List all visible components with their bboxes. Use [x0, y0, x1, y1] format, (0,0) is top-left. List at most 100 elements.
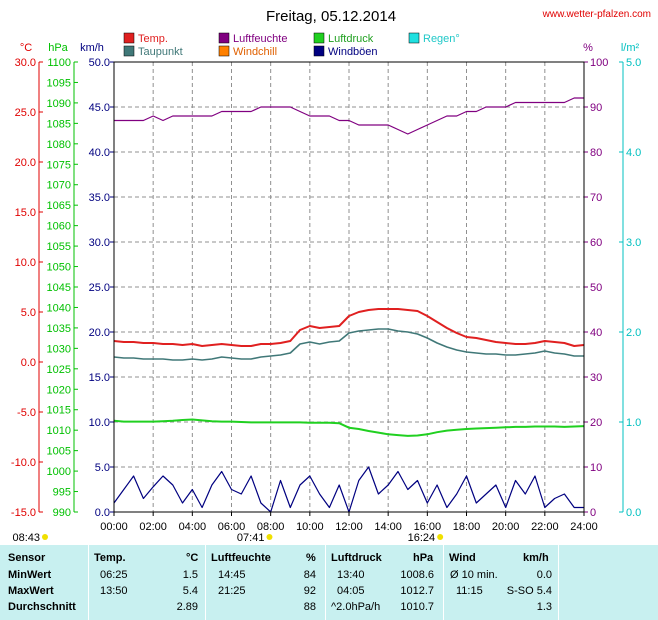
series-line-luftfeuchte [114, 97, 584, 135]
row-min-pressure-value: 1008.6 [400, 569, 434, 581]
legend-label-temp: Temp. [138, 33, 168, 45]
row-max-label: MaxWert [8, 585, 54, 597]
wind-axis-tick-label: 25.0 [89, 282, 110, 294]
header-wind-unit: km/h [523, 552, 549, 564]
header-humidity: Luftfeuchte [211, 552, 271, 564]
header-sensor: Sensor [8, 552, 46, 564]
legend-swatch-temp [123, 32, 135, 44]
pressure-axis-tick-label: 1010 [47, 425, 71, 437]
x-axis-tick-label: 12:00 [335, 521, 363, 533]
legend-swatch-gusts [313, 45, 325, 57]
pressure-axis-tick-label: 1020 [47, 384, 71, 396]
pressure-axis-tick-label: 995 [53, 487, 71, 499]
sun-markers: 08:43 07:41 16:24 [12, 532, 444, 544]
temp-axis-tick-label: 20.0 [15, 157, 36, 169]
wind-axis-tick-label: 0.0 [95, 507, 110, 519]
wind-axis-unit: km/h [80, 42, 104, 54]
pressure-axis-tick-label: 1080 [47, 139, 71, 151]
row-min-temp-value: 1.5 [182, 569, 198, 581]
row-max-temp-value: 5.4 [182, 585, 198, 597]
weather-chart: Freitag, 05.12.2014 www.wetter-pfalzen.c… [11, 8, 651, 544]
x-axis-tick-label: 06:00 [218, 521, 246, 533]
x-axis-tick-label: 10:00 [296, 521, 324, 533]
pressure-axis-tick-label: 1070 [47, 180, 71, 192]
legend-swatch-windchill [218, 45, 230, 57]
humidity-axis-tick-label: 60 [590, 237, 602, 249]
pressure-axis-unit: hPa [48, 42, 68, 54]
humidity-axis-tick-label: 80 [590, 147, 602, 159]
rain-axis-tick-label: 0.0 [626, 507, 641, 519]
pressure-axis-tick-label: 1065 [47, 200, 71, 212]
x-axis-tick-label: 14:00 [374, 521, 402, 533]
wind-axis-tick-label: 30.0 [89, 237, 110, 249]
row-min-pressure-time: 13:40 [337, 569, 365, 581]
wind-axis-tick-label: 35.0 [89, 192, 110, 204]
rain-axis-tick-label: 5.0 [626, 57, 641, 69]
statistics-table: Sensor Temp. °C Luftfeuchte % Luftdruck … [0, 545, 658, 620]
legend-label-rain: Regen° [423, 33, 460, 45]
wind-axis-tick-label: 40.0 [89, 147, 110, 159]
rain-axis-tick-label: 4.0 [626, 147, 641, 159]
humidity-axis-tick-label: 50 [590, 282, 602, 294]
row-min-wind-time: Ø 10 min. [450, 569, 498, 581]
row-max-wind-time: 11:15 [456, 585, 483, 597]
row-avg-temp-value: 2.89 [176, 601, 198, 613]
rain-axis-tick-label: 1.0 [626, 417, 641, 429]
header-humidity-unit: % [306, 552, 316, 564]
wind-axis-tick-label: 20.0 [89, 327, 110, 339]
row-min-temp-time: 06:25 [100, 569, 128, 581]
header-wind: Wind [449, 552, 476, 564]
legend-label-dewpoint: Taupunkt [138, 46, 183, 58]
pressure-axis-tick-label: 1055 [47, 241, 71, 253]
humidity-axis-tick-label: 40 [590, 327, 602, 339]
series-line-luftdruck [113, 418, 585, 437]
legend-swatch-humidity [218, 32, 230, 44]
humidity-axis-tick-label: 10 [590, 462, 602, 474]
temp-axis-unit: °C [20, 42, 32, 54]
pressure-axis-tick-label: 1000 [47, 466, 71, 478]
legend-swatch-rain [408, 32, 420, 44]
x-axis-tick-label: 08:00 [257, 521, 285, 533]
x-axis-tick-label: 18:00 [453, 521, 481, 533]
pressure-axis-tick-label: 990 [53, 507, 71, 519]
grid [114, 62, 584, 512]
series-line-temp [113, 308, 585, 347]
sun-sunrise-time: 08:43 [12, 532, 40, 544]
wind-axis-tick-label: 45.0 [89, 102, 110, 114]
chart-title: Freitag, 05.12.2014 [266, 8, 396, 25]
pressure-axis-tick-label: 1045 [47, 282, 71, 294]
row-min-label: MinWert [8, 569, 52, 581]
row-avg-label: Durchschnitt [8, 601, 76, 613]
pressure-axis-tick-label: 1100 [47, 57, 71, 69]
pressure-axis-tick-label: 1075 [47, 159, 71, 171]
x-axis-tick-label: 20:00 [492, 521, 520, 533]
plot-frame [113, 61, 585, 513]
pressure-axis-tick-label: 1025 [47, 364, 71, 376]
pressure-axis-tick-label: 1095 [47, 77, 71, 89]
legend-label-windchill: Windchill [233, 46, 277, 58]
humidity-axis-tick-label: 20 [590, 417, 602, 429]
temp-axis-tick-label: 5.0 [21, 307, 36, 319]
x-axis-tick-label: 24:00 [570, 521, 598, 533]
row-max-humidity-value: 92 [303, 585, 316, 597]
x-axis-tick-label: 16:00 [414, 521, 442, 533]
wind-axis-tick-label: 50.0 [89, 57, 110, 69]
temp-axis-tick-label: -15.0 [11, 507, 36, 519]
temp-axis-tick-label: 10.0 [15, 257, 36, 269]
legend-label-gusts: Windböen [328, 46, 378, 58]
sun-noon-time: 07:41 [237, 532, 265, 544]
temp-axis-tick-label: 15.0 [15, 207, 36, 219]
row-max-pressure-value: 1012.7 [400, 585, 434, 597]
row-avg-pressure-trend: ^2.0hPa/h [331, 601, 381, 613]
sun-sunset-time: 16:24 [408, 532, 436, 544]
pressure-axis-tick-label: 1030 [47, 343, 71, 355]
temp-axis-tick-label: 25.0 [15, 107, 36, 119]
series-line-taupunkt [113, 328, 584, 361]
humidity-axis-tick-label: 30 [590, 372, 602, 384]
pressure-axis-tick-label: 1090 [47, 98, 71, 110]
row-avg-wind-value: 1.3 [536, 601, 552, 613]
sun-sunrise-icon [42, 534, 48, 540]
rain-axis-unit: l/m² [621, 42, 640, 54]
rain-axis-tick-label: 2.0 [626, 327, 641, 339]
row-min-humidity-time: 14:45 [218, 569, 246, 581]
